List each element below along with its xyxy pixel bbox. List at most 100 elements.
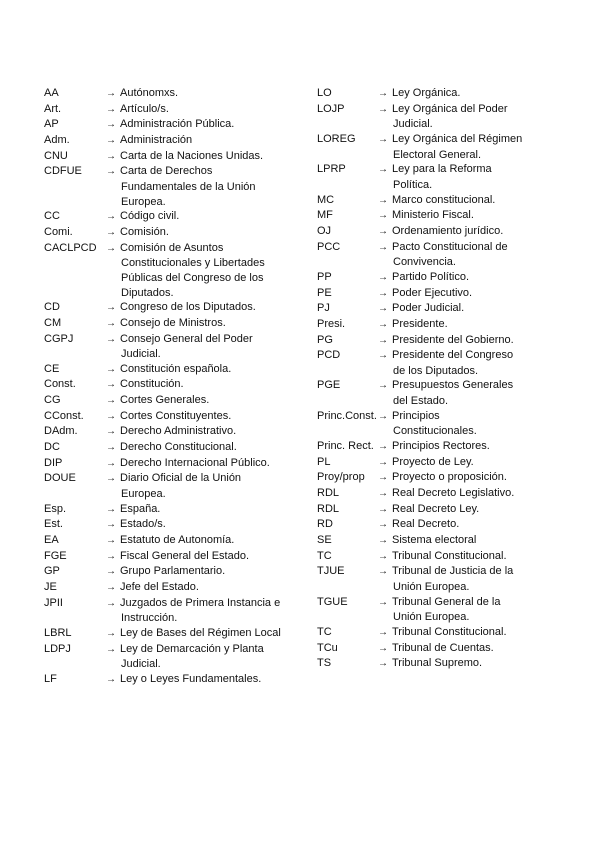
definition-text: Presidente del Congreso xyxy=(392,349,514,362)
definition-text: Públicas del Congreso de los xyxy=(121,271,264,284)
definition: → Marco constitucional. xyxy=(378,193,557,209)
definition-text: Administración Pública. xyxy=(120,118,235,131)
abbreviation-entry: PG → Presidente del Gobierno. xyxy=(317,333,557,349)
arrow-right-icon: → xyxy=(106,242,116,254)
abbreviation: PGE xyxy=(317,379,341,392)
definition: → Principios Constitucionales. xyxy=(378,409,557,439)
definition-text: Ley de Demarcación y Planta xyxy=(120,642,264,655)
abbreviation: MF xyxy=(317,209,333,222)
definition: → Real Decreto Ley. xyxy=(378,502,557,518)
definition: → Pacto Constitucional de Convivencia. xyxy=(378,240,557,270)
arrow-right-icon: → xyxy=(378,410,388,422)
definition: → Ley de Bases del Régimen Local xyxy=(106,626,309,642)
arrow-right-icon: → xyxy=(106,317,116,329)
definition: → Tribunal de Cuentas. xyxy=(378,641,557,657)
definition: → Ley Orgánica. xyxy=(378,86,557,102)
definition-text: Ministerio Fiscal. xyxy=(392,209,474,222)
definition-text: Ley Orgánica del Poder xyxy=(392,102,508,115)
definition: → Tribunal Supremo. xyxy=(378,656,557,672)
definition-line: → Jefe del Estado. xyxy=(106,580,309,596)
arrow-right-icon: → xyxy=(106,119,116,131)
definition: → Constitución española. xyxy=(106,362,309,378)
definition: → Grupo Parlamentario. xyxy=(106,564,309,580)
abbreviation: Art. xyxy=(44,102,62,115)
definition-text: Consejo de Ministros. xyxy=(120,316,226,329)
abbreviation-entry: OJ → Ordenamiento jurídico. xyxy=(317,224,557,240)
abbreviations-column-right: LO → Ley Orgánica. LOJP → Ley Orgánica del Po… xyxy=(317,86,557,672)
definition: → Autónomxs. xyxy=(106,86,309,102)
definition-line: → Constitución española. xyxy=(106,362,309,378)
definition-line: → Fiscal General del Estado. xyxy=(106,549,309,565)
definition-text: Ley para la Reforma xyxy=(392,163,492,176)
definition-text: Congreso de los Diputados. xyxy=(120,301,256,314)
abbreviation: Est. xyxy=(44,518,63,531)
abbreviation-entry: CDFUE → Carta de Derechos Fundamentales de … xyxy=(44,164,309,209)
definition-line: Constitucionales. xyxy=(378,424,557,439)
arrow-right-icon: → xyxy=(378,550,388,562)
arrow-right-icon: → xyxy=(106,226,116,238)
definition-text: Tribunal de Justicia de la xyxy=(392,565,514,578)
definition: → Administración Pública. xyxy=(106,117,309,133)
abbreviation-entry: CG → Cortes Generales. xyxy=(44,393,309,409)
abbreviation-entry: PCD → Presidente del Congreso de los Diputa… xyxy=(317,348,557,378)
definition: → Derecho Internacional Público. xyxy=(106,456,309,472)
abbreviation: PJ xyxy=(317,302,330,315)
definition-text: Ley Orgánica. xyxy=(392,87,461,99)
abbreviation: LDPJ xyxy=(44,642,71,655)
definition-text: Real Decreto. xyxy=(392,518,460,531)
definition: → Administración xyxy=(106,133,309,149)
definition-text: Cortes Generales. xyxy=(120,394,210,407)
definition-line: → Sistema electoral xyxy=(378,533,557,549)
abbreviation: PCD xyxy=(317,349,341,362)
definition: → Real Decreto Legislativo. xyxy=(378,486,557,502)
abbreviation: LPRP xyxy=(317,163,346,176)
abbreviation: DIP xyxy=(44,456,63,469)
definition-line: → Tribunal de Justicia de la xyxy=(378,564,557,580)
definition-text: Judicial. xyxy=(393,118,433,131)
definition-line: del Estado. xyxy=(378,394,557,409)
definition: → Derecho Constitucional. xyxy=(106,440,309,456)
abbreviation-entry: LOREG → Ley Orgánica del Régimen Electoral … xyxy=(317,132,557,162)
definition-line: → Ministerio Fiscal. xyxy=(378,208,557,224)
definition-line: Europea. xyxy=(106,487,309,502)
arrow-right-icon: → xyxy=(378,488,388,500)
abbreviation: LOJP xyxy=(317,102,345,115)
definition-line: → Tribunal Constitucional. xyxy=(378,625,557,641)
definition-text: Consejo General del Poder xyxy=(120,332,253,345)
abbreviation: AP xyxy=(44,118,59,131)
definition-line: → Tribunal General de la xyxy=(378,595,557,611)
definition-text: Diputados. xyxy=(121,286,174,299)
definition-text: Principios Rectores. xyxy=(392,440,490,453)
arrow-right-icon: → xyxy=(106,150,116,162)
definition: → Tribunal Constitucional. xyxy=(378,549,557,565)
definition-line: → Real Decreto. xyxy=(378,517,557,533)
definition: → Estado/s. xyxy=(106,517,309,533)
arrow-right-icon: → xyxy=(378,596,388,608)
definition-text: Artículo/s. xyxy=(120,102,169,115)
abbreviation: Princ. Rect. xyxy=(317,440,374,453)
definition-text: Comisión de Asuntos xyxy=(120,241,224,254)
abbreviation-entry: CM → Consejo de Ministros. xyxy=(44,316,309,332)
definition-line: → Constitución. xyxy=(106,377,309,393)
definition-line: → Presidente. xyxy=(378,317,557,333)
definition-line: → Diario Oficial de la Unión xyxy=(106,471,309,487)
definition-text: Diario Oficial de la Unión xyxy=(120,472,242,485)
abbreviation: CACLPCD xyxy=(44,241,97,254)
definition-line: → Consejo de Ministros. xyxy=(106,316,309,332)
definition: → Sistema electoral xyxy=(378,533,557,549)
arrow-right-icon: → xyxy=(106,566,116,578)
definition-text: Constitucionales. xyxy=(393,425,477,438)
definition: → España. xyxy=(106,502,309,518)
definition-line: → Principios xyxy=(378,409,557,425)
definition-line: → Derecho Administrativo. xyxy=(106,424,309,440)
arrow-right-icon: → xyxy=(106,166,116,178)
definition-text: Presidente del Gobierno. xyxy=(392,333,514,346)
arrow-right-icon: → xyxy=(378,210,388,222)
abbreviation: Proy/prop xyxy=(317,471,365,484)
abbreviation: OJ xyxy=(317,224,332,237)
definition-line: Constitucionales y Libertades xyxy=(106,256,309,271)
abbreviation-entry: LO → Ley Orgánica. xyxy=(317,86,557,102)
definition: → Presidente del Congreso de los Diputados… xyxy=(378,348,557,378)
definition-line: → Administración xyxy=(106,133,309,149)
definition: → Consejo General del Poder Judicial. xyxy=(106,332,309,362)
